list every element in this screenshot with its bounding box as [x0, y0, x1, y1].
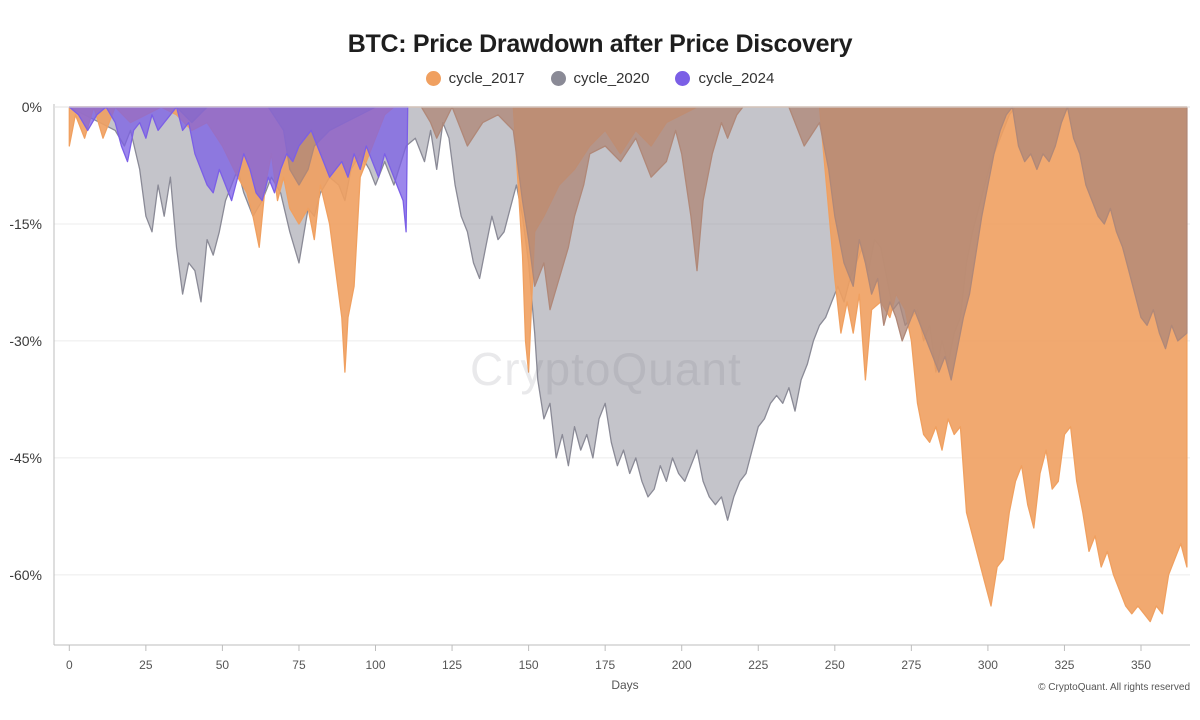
x-tick-label: 150 — [519, 658, 539, 672]
copyright-text: © CryptoQuant. All rights reserved — [1038, 682, 1190, 693]
x-tick-label: 175 — [595, 658, 615, 672]
x-tick-label: 0 — [66, 658, 73, 672]
x-tick-label: 25 — [139, 658, 153, 672]
x-tick-label: 250 — [825, 658, 845, 672]
x-tick-label: 125 — [442, 658, 462, 672]
legend: cycle_2017 cycle_2020 cycle_2024 — [0, 70, 1200, 87]
legend-swatch — [675, 71, 691, 86]
y-tick-label: -30% — [9, 333, 42, 349]
area-cycle-2024 — [68, 106, 409, 233]
legend-item-cycle-2017[interactable]: cycle_2017 — [425, 70, 525, 87]
x-tick-label: 325 — [1054, 658, 1074, 672]
legend-label: cycle_2024 — [698, 70, 775, 87]
x-tick-label: 350 — [1131, 658, 1151, 672]
y-tick-label: 0% — [22, 99, 42, 115]
y-tick-label: -45% — [9, 450, 42, 466]
legend-swatch — [550, 71, 566, 86]
x-tick-label: 100 — [365, 658, 385, 672]
y-tick-label: -15% — [9, 216, 42, 232]
x-tick-label: 75 — [292, 658, 306, 672]
legend-label: cycle_2017 — [448, 70, 525, 87]
x-tick-label: 50 — [216, 658, 230, 672]
legend-label: cycle_2020 — [573, 70, 650, 87]
x-tick-label: 300 — [978, 658, 998, 672]
x-axis-label: Days — [611, 678, 639, 692]
x-tick-label: 225 — [748, 658, 768, 672]
x-tick-label: 275 — [901, 658, 921, 672]
legend-item-cycle-2020[interactable]: cycle_2020 — [550, 70, 650, 87]
x-tick-label: 200 — [672, 658, 692, 672]
watermark-text: CryptoQuant — [470, 343, 742, 395]
area-series — [68, 106, 1188, 623]
y-tick-label: -60% — [9, 567, 42, 583]
legend-swatch — [425, 71, 441, 86]
legend-item-cycle-2024[interactable]: cycle_2024 — [675, 70, 774, 87]
axes: 0% -15% -30% -45% -60% 0 25 50 75 100 125 150 175 200… — [9, 99, 1190, 672]
chart-title: BTC: Price Drawdown after Price Discover… — [347, 30, 853, 58]
